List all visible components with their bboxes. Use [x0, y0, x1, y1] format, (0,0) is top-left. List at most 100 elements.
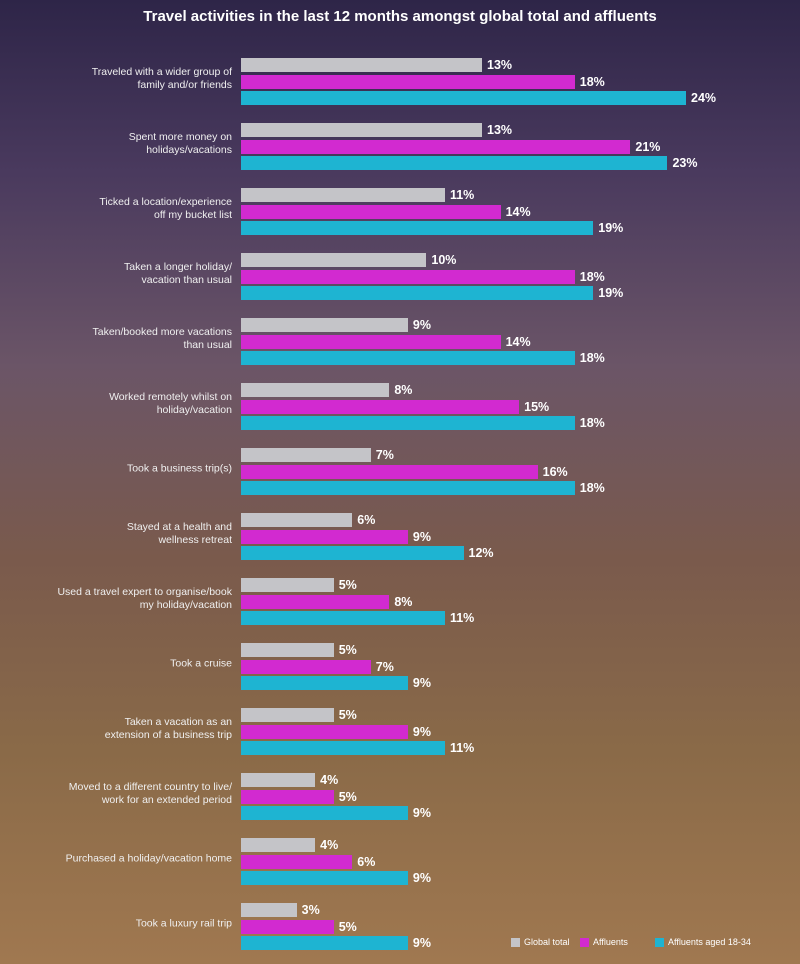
- value-label: 18%: [579, 269, 605, 284]
- bar: [241, 188, 445, 202]
- legend-label: Affluents: [593, 937, 628, 947]
- legend-swatch: [655, 937, 664, 947]
- bar: [241, 789, 334, 804]
- value-label: 10%: [431, 253, 457, 267]
- value-label: 4%: [320, 773, 339, 787]
- category-label: Used a travel expert to organise/book my…: [57, 586, 232, 611]
- value-label: 5%: [338, 919, 357, 934]
- bar: [241, 318, 408, 332]
- value-label: 18%: [579, 481, 605, 495]
- category-label: Worked remotely whilst on holiday/vacati…: [109, 391, 232, 416]
- bar: [241, 838, 316, 852]
- bar: [241, 594, 390, 609]
- value-label: 9%: [412, 318, 431, 332]
- value-label: 9%: [412, 529, 431, 544]
- bar: [241, 546, 464, 560]
- bar: [241, 334, 501, 349]
- category-label: Taken a longer holiday/ vacation than us…: [124, 261, 232, 286]
- legend-swatch: [580, 937, 589, 947]
- category-label: Spent more money on holidays/vacations: [128, 131, 232, 156]
- value-label: 4%: [320, 838, 339, 852]
- value-label: 5%: [338, 643, 357, 657]
- bar: [241, 676, 408, 690]
- value-label: 18%: [579, 351, 605, 365]
- bar: [241, 448, 371, 462]
- category-label: Purchased a holiday/vacation home: [65, 852, 232, 865]
- bar: [241, 383, 390, 397]
- value-label: 8%: [394, 383, 413, 397]
- value-label: 19%: [598, 221, 624, 235]
- value-label: 5%: [338, 789, 357, 804]
- bar: [241, 74, 575, 89]
- value-label: 3%: [301, 903, 320, 917]
- legend-label: Global total: [524, 937, 570, 947]
- bar: [241, 578, 334, 592]
- value-label: 19%: [598, 286, 624, 300]
- bar: [241, 659, 371, 674]
- bar: [241, 611, 445, 625]
- value-label: 7%: [375, 448, 394, 462]
- value-label: 9%: [412, 806, 431, 820]
- value-label: 7%: [375, 659, 394, 674]
- bar: [241, 123, 483, 137]
- bar: [241, 806, 408, 820]
- bar: [241, 919, 334, 934]
- bar: [241, 221, 594, 235]
- legend-label: Affluents aged 18-34: [668, 937, 751, 947]
- bar: [241, 773, 316, 787]
- value-label: 13%: [487, 123, 513, 137]
- category-label: Took a luxury rail trip: [135, 917, 232, 930]
- value-label: 12%: [468, 546, 494, 560]
- value-label: 14%: [505, 204, 531, 219]
- bar: [241, 91, 686, 105]
- value-label: 11%: [449, 188, 475, 202]
- bar: [241, 643, 334, 657]
- category-label: Taken/booked more vacations than usual: [92, 326, 233, 351]
- value-label: 13%: [487, 58, 513, 72]
- value-label: 9%: [412, 676, 431, 690]
- value-label: 23%: [672, 156, 698, 170]
- bar: [241, 871, 408, 885]
- value-label: 9%: [412, 724, 431, 739]
- bar: [241, 399, 520, 414]
- bar: [241, 416, 575, 430]
- value-label: 5%: [338, 578, 357, 592]
- bar: [241, 156, 668, 170]
- value-label: 11%: [449, 611, 475, 625]
- value-label: 11%: [449, 741, 475, 755]
- value-label: 9%: [412, 936, 431, 950]
- bar: [241, 936, 408, 950]
- value-label: 6%: [357, 513, 376, 527]
- category-label: Moved to a different country to live/ wo…: [68, 781, 232, 806]
- bar: [241, 854, 353, 869]
- bar: [241, 253, 427, 267]
- bar: [241, 724, 408, 739]
- bar: [241, 481, 575, 495]
- bar: [241, 903, 297, 917]
- category-label: Taken a vacation as an extension of a bu…: [104, 716, 232, 741]
- value-label: 16%: [542, 464, 568, 479]
- category-label: Took a cruise: [170, 657, 232, 670]
- value-label: 18%: [579, 74, 605, 89]
- value-label: 15%: [524, 399, 550, 414]
- value-label: 5%: [338, 708, 357, 722]
- value-label: 14%: [505, 334, 531, 349]
- bar: [241, 204, 501, 219]
- bar: [241, 741, 445, 755]
- bar: [241, 351, 575, 365]
- value-label: 24%: [691, 91, 717, 105]
- value-label: 8%: [394, 594, 413, 609]
- value-label: 18%: [579, 416, 605, 430]
- bar: [241, 464, 538, 479]
- chart-title: Travel activities in the last 12 months …: [143, 8, 657, 25]
- value-label: 21%: [635, 139, 661, 154]
- bar: [241, 513, 353, 527]
- value-label: 6%: [357, 854, 376, 869]
- category-label: Ticked a location/experience off my buck…: [99, 196, 232, 221]
- bar: [241, 529, 408, 544]
- category-label: Stayed at a health and wellness retreat: [126, 521, 232, 546]
- bar: [241, 139, 631, 154]
- category-label: Took a business trip(s): [126, 462, 232, 475]
- bar: [241, 286, 594, 300]
